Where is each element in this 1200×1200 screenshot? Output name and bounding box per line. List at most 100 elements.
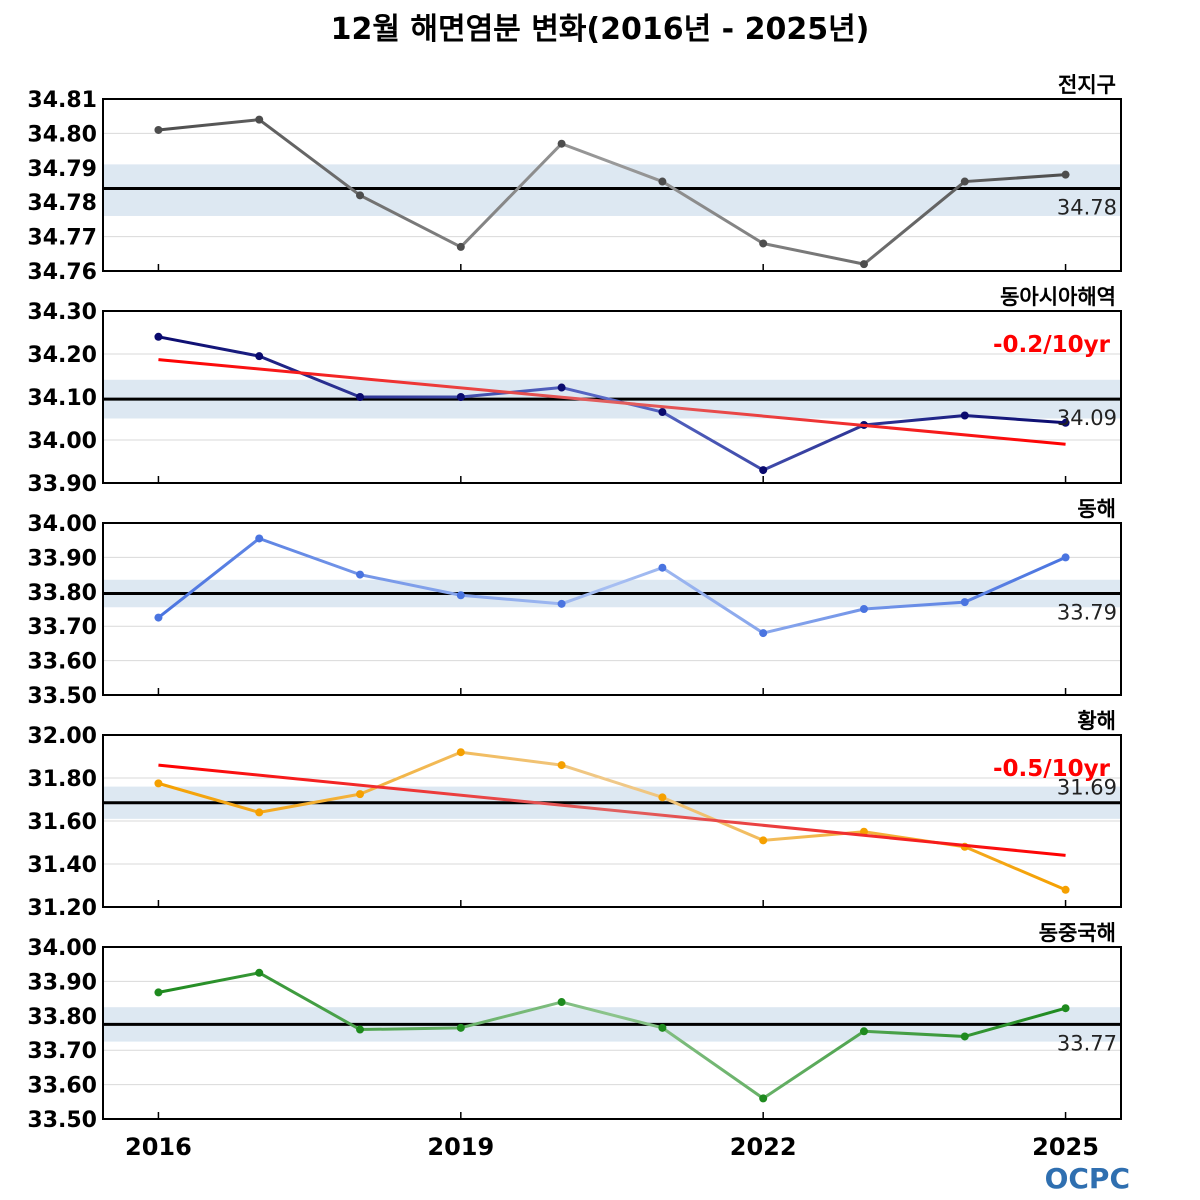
y-tick-label: 34.81 bbox=[27, 88, 97, 113]
y-tick-label: 33.60 bbox=[27, 1074, 97, 1099]
panel-frame bbox=[102, 734, 1122, 908]
data-point bbox=[658, 177, 667, 186]
data-point bbox=[356, 790, 365, 799]
panel-2: 33.79 34.00 33.90 33.80 33.70 33.60 33.50 동해 bbox=[27, 497, 1122, 709]
data-point bbox=[859, 605, 868, 613]
data-point bbox=[658, 408, 667, 417]
y-tick-label: 33.80 bbox=[27, 1005, 97, 1030]
x-tick-label: 2022 bbox=[730, 1133, 797, 1161]
data-point bbox=[960, 411, 969, 420]
y-tick-label: 34.80 bbox=[27, 122, 97, 147]
panel-frame bbox=[102, 522, 1122, 696]
data-point bbox=[960, 177, 969, 186]
y-tick-label: 34.20 bbox=[27, 343, 97, 368]
data-point bbox=[557, 383, 566, 392]
data-point bbox=[456, 1023, 465, 1032]
data-point bbox=[255, 534, 264, 543]
trend-label: -0.2/10yr bbox=[993, 332, 1111, 358]
panel-4: 33.77 34.00 33.90 33.80 33.70 33.60 33.50 동중국해 bbox=[27, 921, 1122, 1133]
panel-frame bbox=[102, 98, 1122, 272]
data-point bbox=[557, 998, 566, 1007]
data-point bbox=[356, 1025, 365, 1034]
y-tick-label: 33.60 bbox=[27, 650, 97, 675]
y-tick-label: 31.20 bbox=[27, 896, 97, 921]
data-point bbox=[154, 779, 163, 788]
y-tick-label: 31.40 bbox=[27, 853, 97, 878]
y-tick-label: 34.78 bbox=[27, 191, 97, 216]
series-line bbox=[158, 118, 1066, 266]
ocpc-logo: OCPC bbox=[1045, 1162, 1130, 1195]
mean-value-label: 33.79 bbox=[1057, 601, 1117, 625]
data-point bbox=[154, 988, 163, 997]
panel-frame bbox=[102, 946, 1122, 1120]
data-point bbox=[960, 598, 969, 607]
y-tick-label: 33.50 bbox=[27, 1108, 97, 1133]
data-point bbox=[456, 393, 465, 401]
y-tick-label: 31.60 bbox=[27, 810, 97, 835]
data-point bbox=[456, 242, 465, 251]
y-tick-label: 31.80 bbox=[27, 767, 97, 792]
x-tick-label: 2019 bbox=[427, 1133, 494, 1161]
data-point bbox=[658, 1023, 667, 1032]
y-tick-label: 34.00 bbox=[27, 512, 97, 537]
y-tick-label: 33.90 bbox=[27, 970, 97, 995]
data-point bbox=[154, 125, 163, 134]
data-point bbox=[759, 1094, 768, 1103]
mean-value-label: 34.09 bbox=[1057, 406, 1117, 430]
data-point bbox=[456, 591, 465, 600]
x-tick-label: 2025 bbox=[1032, 1133, 1099, 1161]
data-point bbox=[356, 191, 365, 200]
y-tick-label: 34.00 bbox=[27, 936, 97, 961]
panel-name: 황해 bbox=[1077, 709, 1116, 733]
data-point bbox=[759, 629, 768, 638]
y-tick-label: 33.70 bbox=[27, 1039, 97, 1064]
mean-value-label: 31.69 bbox=[1057, 776, 1117, 800]
trend-line bbox=[158, 763, 1066, 857]
data-point bbox=[557, 761, 566, 770]
data-point bbox=[1061, 1004, 1070, 1013]
data-point bbox=[1061, 553, 1070, 562]
mean-value-label: 33.77 bbox=[1057, 1031, 1117, 1055]
data-point bbox=[356, 570, 365, 579]
series-line bbox=[157, 536, 1067, 635]
y-tick-label: 34.30 bbox=[27, 300, 97, 325]
y-tick-label: 34.00 bbox=[27, 429, 97, 454]
data-point bbox=[154, 332, 163, 341]
data-point bbox=[255, 808, 264, 817]
y-tick-label: 34.79 bbox=[27, 157, 97, 182]
panel-frame bbox=[102, 310, 1122, 484]
y-tick-label: 33.50 bbox=[27, 684, 97, 709]
series-line bbox=[158, 335, 1066, 472]
y-tick-label: 34.10 bbox=[27, 386, 97, 411]
x-tick-label: 2016 bbox=[125, 1133, 192, 1161]
data-point bbox=[759, 836, 768, 845]
trend-label: -0.5/10yr bbox=[993, 756, 1111, 782]
y-tick-label: 32.00 bbox=[27, 724, 97, 749]
data-point bbox=[759, 466, 768, 475]
data-point bbox=[154, 613, 163, 622]
panel-name: 동중국해 bbox=[1039, 921, 1116, 945]
y-tick-label: 33.90 bbox=[27, 546, 97, 571]
data-point bbox=[1061, 170, 1070, 179]
chart-title: 12월 해면염분 변화(2016년 - 2025년) bbox=[330, 12, 870, 47]
trend-line bbox=[158, 358, 1066, 446]
data-point bbox=[557, 139, 566, 148]
mean-band bbox=[103, 164, 1121, 216]
y-tick-label: 34.77 bbox=[27, 226, 97, 251]
y-tick-label: 34.76 bbox=[27, 260, 97, 285]
data-point bbox=[557, 599, 566, 608]
data-point bbox=[960, 1032, 969, 1041]
data-point bbox=[1061, 418, 1070, 427]
panel-name: 전지구 bbox=[1058, 73, 1116, 97]
data-point bbox=[759, 239, 768, 248]
data-point bbox=[456, 748, 465, 757]
panel-1: -0.2/10yr 34.09 34.30 34.20 34.10 34.00 33.90 동… bbox=[27, 285, 1122, 497]
panel-name: 동해 bbox=[1077, 497, 1116, 521]
data-point bbox=[658, 793, 667, 802]
panel-0: 34.78 34.81 34.80 34.79 34.78 34.77 34.76 전지구 bbox=[27, 73, 1122, 285]
panel-name: 동아시아해역 bbox=[1000, 285, 1116, 309]
data-point bbox=[1061, 885, 1070, 894]
series-line bbox=[158, 971, 1066, 1100]
